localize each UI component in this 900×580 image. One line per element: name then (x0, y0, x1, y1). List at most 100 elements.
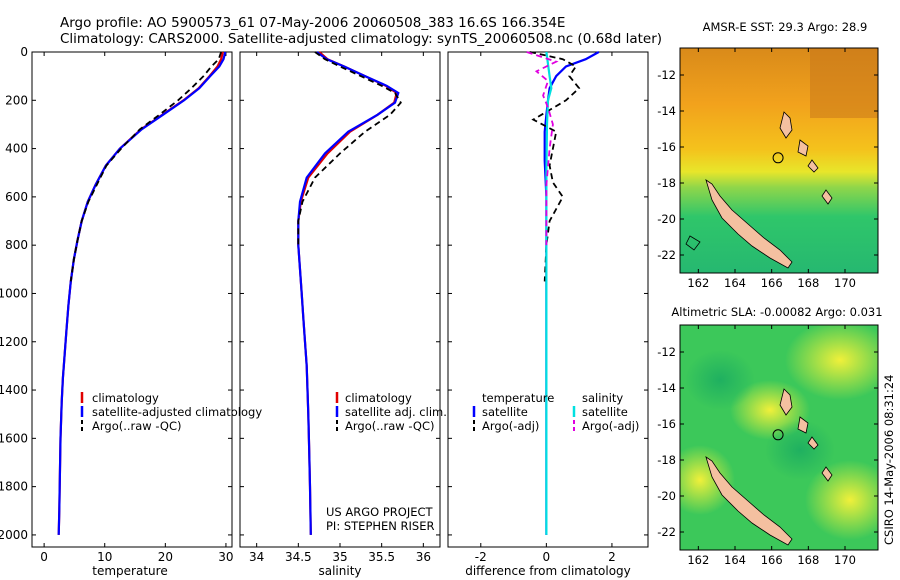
difference-axes (447, 51, 649, 548)
x-tick-label: 20 (158, 550, 173, 564)
y-tick-label: 0 (20, 45, 28, 59)
difference-xlabel: difference from climatology (465, 564, 631, 578)
temperature-xlabel: temperature (92, 564, 167, 578)
y-tick-label: 1800 (0, 480, 28, 494)
argo-position-marker (772, 429, 784, 441)
x-tick-label: 0 (40, 550, 48, 564)
salinity-legend: climatology satellite adj. clim. Argo(..… (335, 391, 447, 433)
map-y-tick-label: -16 (657, 140, 676, 154)
legend-temp-satellite-label: satellite (482, 405, 528, 419)
vanuatu-island (779, 111, 793, 139)
map-x-tick-label: 164 (724, 553, 746, 567)
x-tick-label: 34.5 (285, 550, 312, 564)
map-x-tick-label: 166 (761, 276, 783, 290)
map-y-tick-label: -14 (657, 381, 676, 395)
sst-map-frame (679, 47, 879, 274)
x-tick-label: 2 (608, 550, 616, 564)
vanuatu-island (797, 139, 809, 157)
salinity-axes (239, 51, 441, 548)
vanuatu-island (807, 436, 819, 450)
temperature-axes (31, 51, 233, 548)
series-line-salinity-argo-adj- (526, 51, 559, 246)
project-annotation: US ARGO PROJECT (326, 505, 434, 519)
map-y-tick-label: -22 (657, 525, 676, 539)
legend-satellite-label: satellite adj. clim. (345, 405, 447, 419)
sst-map-title: AMSR-E SST: 29.3 Argo: 28.9 (703, 20, 868, 34)
legend-temperature-heading: temperature (482, 391, 554, 405)
y-tick-label: 400 (5, 142, 28, 156)
y-tick-label: 1200 (0, 335, 28, 349)
legend-climatology-label: climatology (345, 391, 412, 405)
map-x-tick-label: 168 (797, 553, 819, 567)
map-y-tick-label: -14 (657, 104, 676, 118)
map-y-tick-label: -18 (657, 176, 676, 190)
map-y-tick-label: -20 (657, 212, 676, 226)
y-tick-label: 1400 (0, 383, 28, 397)
map-y-tick-label: -20 (657, 489, 676, 503)
series-line-argo-raw-qc- (69, 51, 222, 282)
y-tick-label: 800 (5, 238, 28, 252)
y-tick-label: 600 (5, 190, 28, 204)
legend-climatology-label: climatology (92, 391, 159, 405)
series-line-salinity-satellite (545, 51, 553, 535)
map-y-tick-label: -22 (657, 248, 676, 262)
sla-high-anomaly (805, 460, 878, 540)
series-line-climatology (297, 51, 398, 535)
map-x-tick-label: 170 (834, 276, 856, 290)
vanuatu-island (821, 189, 833, 205)
map-y-tick-label: -12 (657, 68, 676, 82)
series-line-satellite-adj-clim- (297, 51, 400, 535)
map-x-tick-label: 166 (761, 553, 783, 567)
vanuatu-island (821, 466, 833, 482)
map-x-tick-label: 168 (797, 276, 819, 290)
y-tick-label: 2000 (0, 528, 28, 542)
series-line-satellite-adjusted-climatology (57, 51, 227, 535)
sla-high-anomaly (680, 445, 735, 515)
difference-legend: temperature satellite Argo(-adj) salinit… (472, 391, 639, 433)
sst-warm-patch (810, 48, 878, 118)
temperature-legend: climatology satellite-adjusted climatolo… (80, 391, 262, 433)
x-tick-label: 10 (97, 550, 112, 564)
vanuatu-island (779, 388, 793, 416)
legend-sal-argo-label: Argo(-adj) (582, 419, 639, 433)
map-x-tick-label: 162 (687, 276, 709, 290)
vanuatu-island (797, 416, 809, 434)
map-y-tick-label: -12 (657, 345, 676, 359)
series-line-climatology (57, 51, 224, 535)
sla-low-anomaly (685, 350, 755, 410)
csiro-timestamp: CSIRO 14-May-2006 08:31:24 (882, 375, 896, 546)
y-tick-label: 1600 (0, 431, 28, 445)
legend-sal-satellite-label: satellite (582, 405, 628, 419)
legend-salinity-heading: salinity (582, 391, 623, 405)
x-tick-label: 35.5 (368, 550, 395, 564)
vanuatu-island (807, 159, 819, 173)
sst-map: AMSR-E SST: 29.3 Argo: 28.9 162 164 166 168… (657, 20, 879, 290)
new-caledonia-island (705, 456, 793, 546)
legend-satellite-label: satellite-adjusted climatology (92, 405, 262, 419)
x-tick-label: 30 (218, 550, 233, 564)
x-tick-label: 34 (249, 550, 264, 564)
x-tick-label: 36 (416, 550, 431, 564)
new-caledonia-island (705, 179, 793, 269)
map-y-tick-label: -18 (657, 453, 676, 467)
legend-temp-argo-label: Argo(-adj) (482, 419, 539, 433)
reef-outline (685, 235, 701, 251)
series-line-argo-raw-qc- (297, 51, 402, 246)
sla-map-title: Altimetric SLA: -0.00082 Argo: 0.031 (671, 305, 882, 319)
sla-low-anomaly (765, 420, 835, 480)
series-line-temperature-argo-adj- (529, 51, 581, 282)
y-tick-label: 200 (5, 93, 28, 107)
sla-high-anomaly (785, 325, 878, 400)
argo-position-marker (772, 152, 784, 164)
climatology-subtitle: Climatology: CARS2000. Satellite-adjuste… (60, 31, 662, 47)
sla-map-frame (679, 324, 879, 551)
temperature-panel: 0 200 400 600 800 1000 1200 1400 1600 1800 2000 0 10… (0, 45, 262, 578)
map-y-tick-label: -16 (657, 417, 676, 431)
x-tick-label: 0 (543, 550, 551, 564)
map-x-tick-label: 164 (724, 276, 746, 290)
salinity-xlabel: salinity (318, 564, 361, 578)
map-x-tick-label: 170 (834, 553, 856, 567)
sla-map: Altimetric SLA: -0.00082 Argo: 0.031 162… (657, 305, 882, 567)
pi-annotation: PI: STEPHEN RISER (326, 519, 435, 533)
